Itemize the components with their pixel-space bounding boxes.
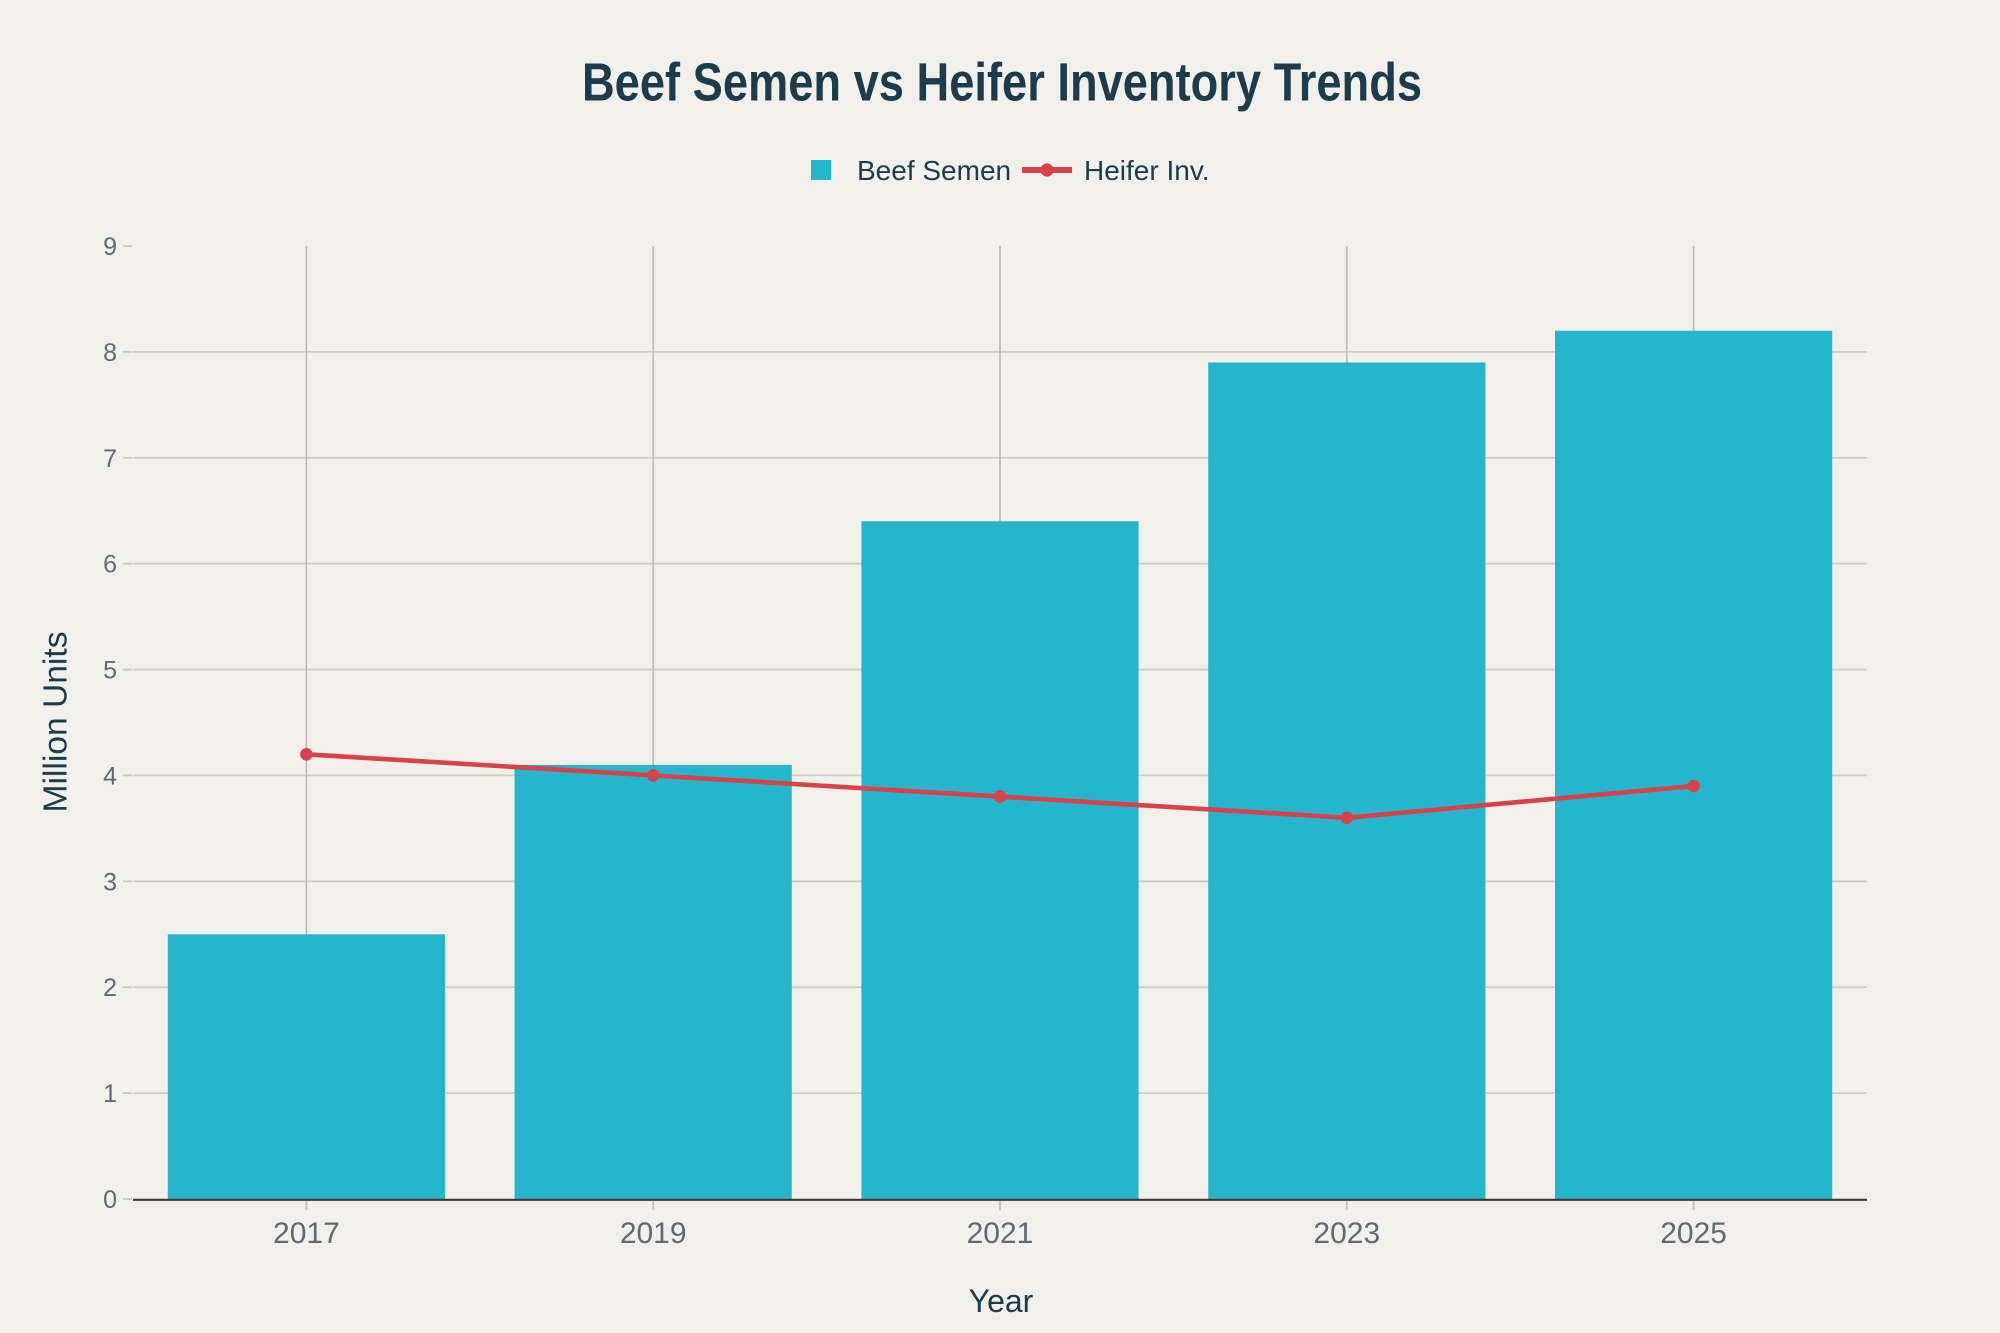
svg-text:2019: 2019: [620, 1217, 687, 1250]
svg-text:Heifer Inv.: Heifer Inv.: [1084, 155, 1210, 186]
svg-text:Million Units: Million Units: [37, 632, 74, 813]
svg-text:7: 7: [103, 445, 117, 473]
svg-text:2021: 2021: [967, 1217, 1034, 1250]
svg-text:9: 9: [103, 233, 117, 261]
svg-text:2023: 2023: [1313, 1217, 1380, 1250]
svg-text:2025: 2025: [1660, 1217, 1727, 1250]
svg-text:4: 4: [103, 762, 117, 790]
svg-text:8: 8: [103, 339, 117, 367]
svg-text:0: 0: [103, 1186, 117, 1214]
svg-text:Year: Year: [969, 1283, 1034, 1319]
svg-text:Beef Semen: Beef Semen: [857, 155, 1011, 186]
svg-text:1: 1: [103, 1080, 117, 1108]
svg-text:3: 3: [103, 868, 117, 896]
svg-text:6: 6: [103, 551, 117, 579]
svg-text:5: 5: [103, 657, 117, 685]
svg-text:2017: 2017: [273, 1217, 340, 1250]
svg-text:2: 2: [103, 974, 117, 1002]
svg-text:Beef Semen vs Heifer Inventory: Beef Semen vs Heifer Inventory Trends: [582, 53, 1422, 113]
